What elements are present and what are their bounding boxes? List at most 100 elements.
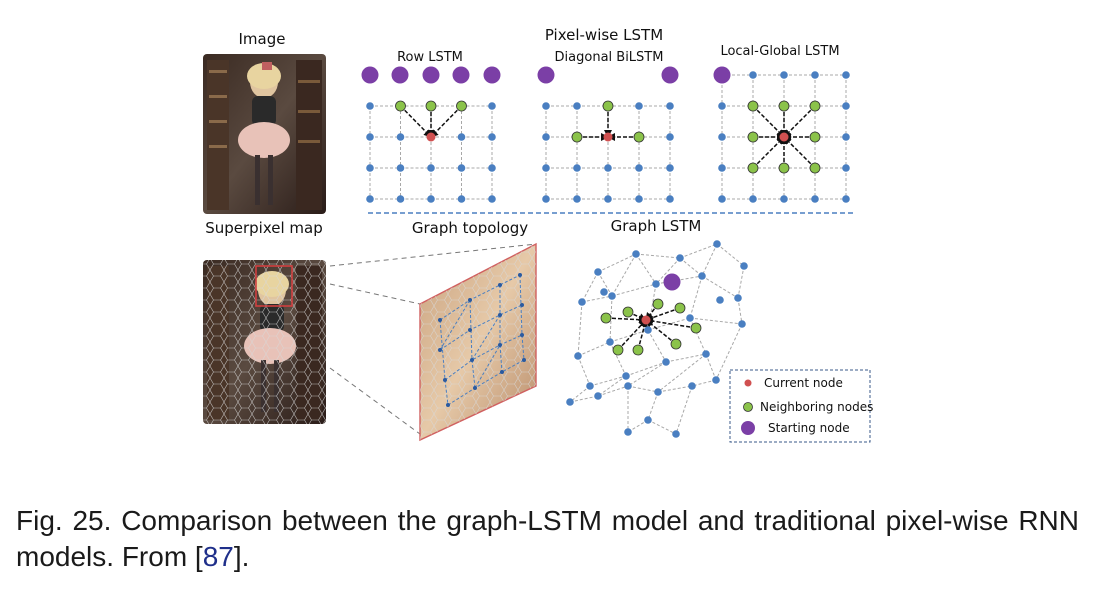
neighbor-node: [809, 100, 821, 112]
graph-edge: [679, 243, 718, 259]
dependency-arrow: [752, 136, 785, 169]
grid-node: [396, 195, 405, 203]
graph-edge: [679, 257, 703, 277]
legend: Current node Neighboring nodes Starting …: [729, 369, 873, 443]
graph-node: [734, 294, 742, 302]
graph-edge: [665, 353, 707, 363]
grid-node: [666, 164, 674, 172]
superpixel-label: Superpixel map: [205, 219, 323, 237]
grid-node: [542, 102, 550, 110]
image-label: Image: [239, 30, 286, 48]
grid-node: [573, 195, 581, 203]
graph-edge: [609, 341, 627, 377]
current-node: [426, 132, 436, 142]
graph-node: [644, 326, 652, 334]
neighbor-node: [670, 338, 682, 350]
graph-node: [586, 382, 594, 390]
row-lstm-label: Row LSTM: [397, 50, 463, 65]
grid-node: [718, 102, 726, 110]
neighbor-node: [674, 302, 686, 314]
starting-node: [663, 273, 681, 291]
grid-node: [635, 164, 643, 172]
graph-node: [624, 428, 632, 436]
legend-start-label: Starting node: [768, 421, 850, 435]
graph-edge: [701, 275, 739, 299]
grid-node: [666, 195, 674, 203]
neighbor-node: [747, 162, 759, 174]
graph-node: [738, 320, 746, 328]
face-selection-box: [255, 265, 293, 307]
graph-node: [712, 376, 720, 384]
neighbor-node: [747, 100, 759, 112]
graph-node: [644, 416, 652, 424]
starting-node: [661, 66, 679, 84]
grid-node: [666, 133, 674, 141]
grid-node: [811, 195, 819, 203]
graph-edge: [577, 355, 591, 387]
neighbor-node: [600, 312, 612, 324]
grid-node: [542, 195, 550, 203]
neighbor-node: [809, 162, 821, 174]
graph-node: [662, 358, 670, 366]
grid-node: [366, 195, 374, 203]
row-lstm-grid: [361, 66, 501, 203]
grid-node: [811, 71, 819, 79]
projection-lines: [329, 243, 537, 435]
graph-node: [698, 272, 706, 280]
graph-edge: [647, 329, 667, 363]
grid-node: [604, 195, 612, 203]
dependency-arrow: [605, 315, 647, 324]
graph-lstm-label: Graph LSTM: [611, 217, 702, 235]
graph-edge: [647, 283, 657, 331]
graph-edge: [675, 385, 693, 435]
grid-node: [488, 164, 496, 172]
grid-node: [542, 133, 550, 141]
graph-edge: [609, 329, 649, 343]
graph-edge: [647, 419, 677, 435]
grid-node: [842, 71, 850, 79]
graph-edge: [589, 375, 627, 387]
pixel-wise-title: Pixel-wise LSTM: [545, 26, 663, 44]
grid-node: [780, 195, 788, 203]
starting-node: [391, 66, 409, 84]
grid-node: [718, 195, 726, 203]
superpixel-map: [203, 260, 326, 424]
neighbor-node: [425, 100, 437, 112]
graph-edge: [701, 243, 718, 277]
graph-node: [676, 254, 684, 262]
caption-text: Fig. 25. Comparison between the graph-LS…: [16, 505, 1079, 572]
graph-edge: [657, 353, 707, 393]
neighbor-node: [690, 322, 702, 334]
grid-node: [718, 133, 726, 141]
diagonal-bilstm-label: Diagonal BiLSTM: [555, 50, 664, 65]
legend-start-marker: [741, 421, 755, 435]
graph-node: [654, 388, 662, 396]
neighbor-node: [456, 100, 467, 112]
grid-node: [780, 71, 788, 79]
figure: Image Pixel-wise LSTM Row LSTM Diagonal …: [203, 26, 873, 443]
grid-node: [749, 195, 757, 203]
graph-edge: [577, 301, 583, 357]
graph-topology-panel: [419, 242, 537, 442]
neighbor-node: [571, 131, 583, 143]
neighbor-node: [778, 162, 790, 174]
graph-node: [578, 298, 586, 306]
graph-node: [624, 382, 632, 390]
grid-node: [488, 102, 496, 110]
input-photo: [203, 54, 326, 214]
graph-edge: [597, 385, 629, 397]
current-node: [641, 315, 651, 325]
graph-node: [688, 382, 696, 390]
grid-node: [396, 133, 405, 141]
caption-reference-link[interactable]: 87: [202, 541, 234, 572]
graph-edge: [597, 375, 627, 397]
graph-topology-label: Graph topology: [412, 219, 528, 237]
graph-edge: [635, 253, 681, 259]
diagonal-bilstm-grid: [537, 66, 679, 203]
graph-edge: [657, 385, 693, 393]
graph-edge: [715, 323, 743, 381]
starting-node: [422, 66, 440, 84]
grid-node: [842, 164, 850, 172]
graph-edge: [737, 265, 745, 299]
grid-node: [749, 71, 757, 79]
